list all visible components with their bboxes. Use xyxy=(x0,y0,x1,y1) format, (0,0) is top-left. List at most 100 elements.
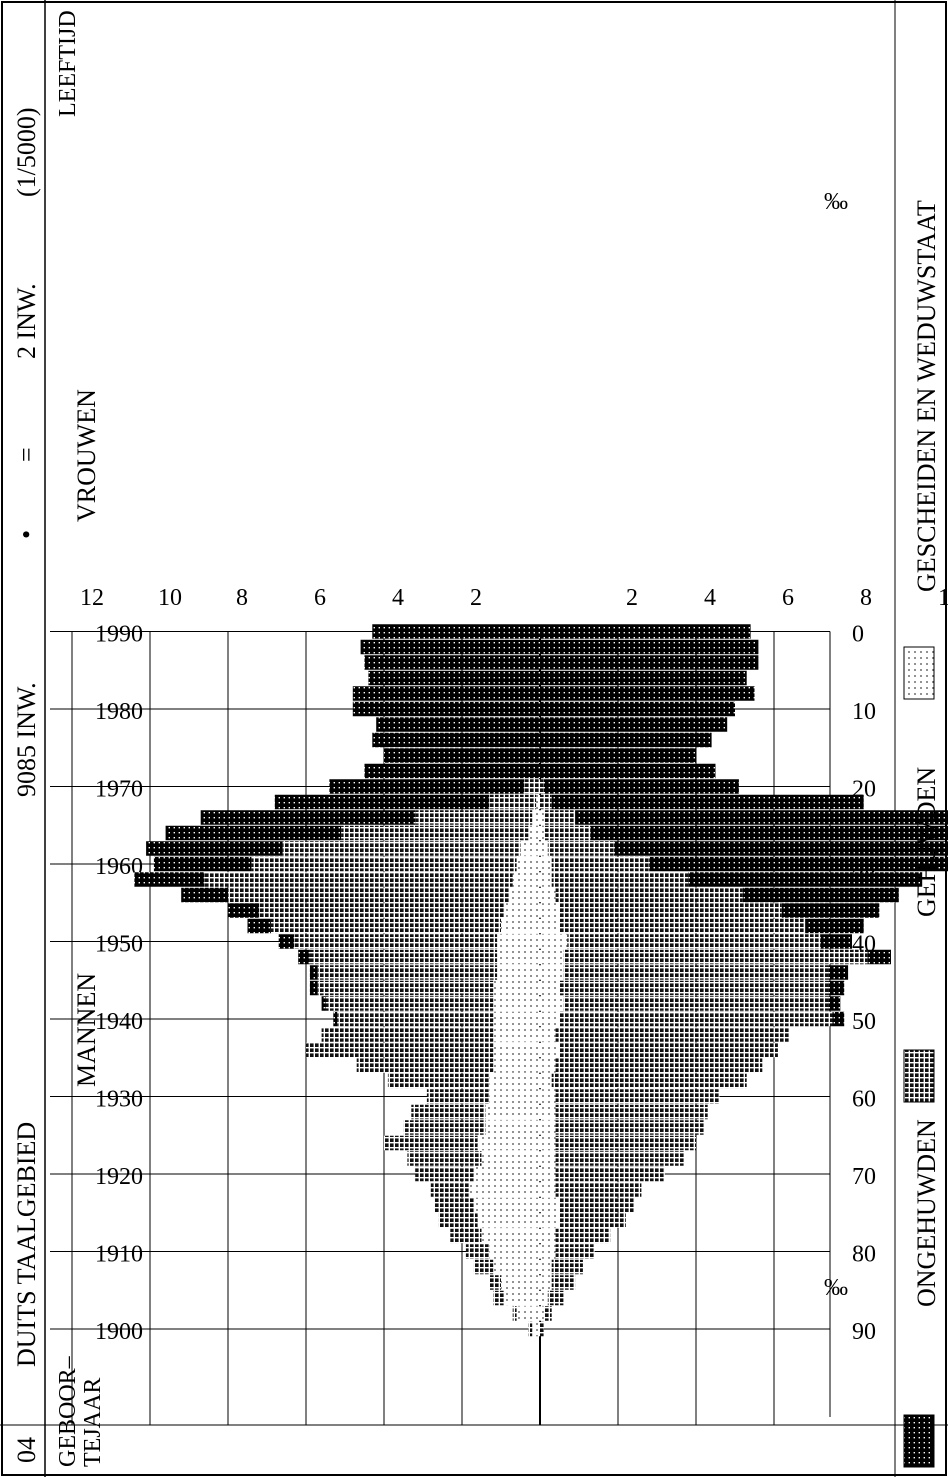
bar-women-unmarried xyxy=(228,903,260,918)
bar-women-divorced xyxy=(485,1120,540,1135)
age-tick-label: 0 xyxy=(852,622,864,648)
bar-men-unmarried xyxy=(590,825,948,841)
age-axis-label: LEEFTIJD xyxy=(55,10,81,117)
birth-year-tick-label: 1910 xyxy=(95,1242,143,1268)
bar-men-divorced xyxy=(540,965,564,980)
age-tick-label: 60 xyxy=(852,1087,876,1113)
bar-women-married xyxy=(415,1166,474,1182)
bar-women-unmarried xyxy=(333,1011,338,1027)
bar-women-divorced xyxy=(532,1321,541,1337)
bar-men-married xyxy=(555,1089,720,1104)
permille-right-label: ‰ xyxy=(824,189,848,215)
bar-men-married xyxy=(563,949,868,965)
men-label: MANNEN xyxy=(72,973,101,1087)
bar-men-married xyxy=(559,1042,778,1058)
bar-men-unmarried xyxy=(575,810,948,825)
bar-women-unmarried xyxy=(360,639,540,655)
bar-men-divorced xyxy=(540,980,560,996)
bar-women-married xyxy=(317,965,498,980)
birth-year-tick-label: 1950 xyxy=(95,932,143,958)
bar-men-divorced xyxy=(540,1042,560,1058)
permille-tick-label-men: 4 xyxy=(704,585,716,611)
bar-women-divorced xyxy=(477,1135,541,1151)
permille-tick-label-women: 2 xyxy=(470,585,482,611)
bar-men-unmarried xyxy=(614,841,948,856)
bar-men-married xyxy=(551,872,689,887)
bar-women-unmarried xyxy=(309,980,318,996)
bar-men-divorced xyxy=(540,1259,552,1275)
bar-men-unmarried xyxy=(540,639,759,655)
bar-women-unmarried xyxy=(372,624,540,639)
bar-men-divorced xyxy=(540,872,552,887)
bar-women-unmarried xyxy=(364,655,540,670)
legend-swatch-divorced xyxy=(903,646,935,700)
bar-women-divorced xyxy=(489,1073,540,1089)
bar-men-divorced xyxy=(540,1058,556,1073)
bar-women-married xyxy=(337,1011,494,1027)
birth-year-tick-label: 1900 xyxy=(95,1319,143,1345)
bar-women-married xyxy=(528,1321,533,1337)
permille-left-label: ‰ xyxy=(824,1275,848,1301)
permille-tick-label-men: 10 xyxy=(938,585,948,611)
bar-men-married xyxy=(540,1321,544,1337)
bar-men-divorced xyxy=(540,996,564,1011)
bar-women-divorced xyxy=(485,1104,540,1120)
bar-men-married xyxy=(543,825,591,841)
bar-men-unmarried xyxy=(540,686,755,701)
bar-women-divorced xyxy=(536,794,540,810)
bar-men-married xyxy=(555,1135,696,1151)
bar-men-divorced xyxy=(540,1228,556,1244)
legend-unmarried-label: ONGEHUWDEN xyxy=(912,1119,941,1307)
bar-women-married xyxy=(270,918,501,934)
bar-men-married xyxy=(559,980,829,996)
bar-women-divorced xyxy=(493,1042,541,1058)
bar-men-married xyxy=(567,934,821,949)
bar-men-unmarried xyxy=(540,763,716,779)
bar-women-unmarried xyxy=(329,779,525,794)
bar-men-divorced xyxy=(540,1275,552,1290)
bar-women-married xyxy=(489,794,537,810)
bar-men-married xyxy=(543,1306,552,1321)
bar-men-unmarried xyxy=(828,996,841,1011)
bar-women-married xyxy=(309,949,498,965)
birth-year-tick-label: 1980 xyxy=(95,699,143,725)
bar-men-married xyxy=(540,794,552,810)
bar-men-unmarried xyxy=(820,934,852,949)
bar-women-divorced xyxy=(501,918,540,934)
bar-women-married xyxy=(524,779,541,794)
permille-tick-label-women: 4 xyxy=(392,585,404,611)
legend-swatch-unmarried xyxy=(903,1414,935,1468)
bar-men-divorced xyxy=(540,1011,560,1027)
bar-men-married xyxy=(559,918,806,934)
bar-men-unmarried xyxy=(540,732,712,748)
bar-men-married xyxy=(555,1182,642,1197)
bar-men-unmarried xyxy=(540,717,728,732)
bar-women-married xyxy=(426,1089,490,1104)
bar-men-unmarried xyxy=(781,903,880,918)
bar-men-divorced xyxy=(540,1073,552,1089)
birth-year-tick-label: 1940 xyxy=(95,1009,143,1035)
bar-women-married xyxy=(415,810,533,825)
permille-tick-label-women: 12 xyxy=(80,585,104,611)
bar-women-married xyxy=(473,1259,494,1275)
bar-men-married xyxy=(555,1166,665,1182)
bar-women-married xyxy=(306,1042,494,1058)
legend-married-label: GEHUWDEN xyxy=(912,767,941,917)
age-ticks: 9080706050403020100 xyxy=(852,622,876,1346)
bar-men-unmarried xyxy=(540,701,735,717)
region-code: 04 xyxy=(12,1437,41,1463)
bar-men-unmarried xyxy=(828,965,849,980)
bar-women-married xyxy=(434,1197,474,1213)
bar-women-divorced xyxy=(489,1089,540,1104)
bar-women-unmarried xyxy=(134,872,205,887)
bar-men-divorced xyxy=(540,1182,556,1197)
bar-women-married xyxy=(512,1306,517,1321)
bar-men-unmarried xyxy=(742,887,899,903)
bar-men-married xyxy=(551,1259,583,1275)
bar-women-married xyxy=(387,1073,490,1089)
region-name: DUITS TAALGEBIED xyxy=(12,1122,41,1367)
bar-men-divorced xyxy=(540,810,544,825)
bar-men-divorced xyxy=(540,887,556,903)
equals-sign: = xyxy=(12,447,41,462)
bar-women-divorced xyxy=(516,856,540,872)
